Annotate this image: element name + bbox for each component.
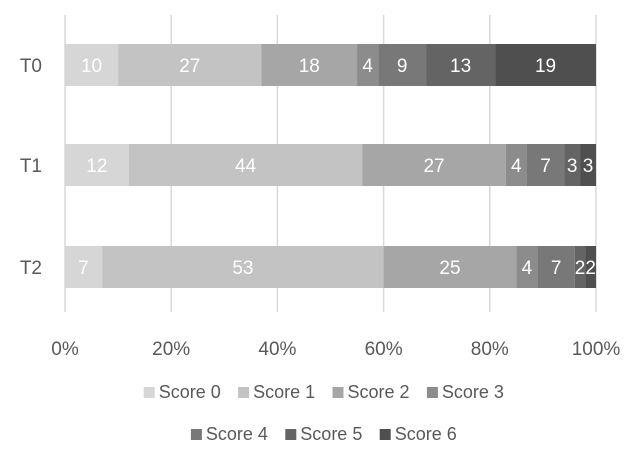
data-label: 7 bbox=[78, 258, 89, 279]
bar-segment bbox=[516, 246, 538, 288]
legend-swatch bbox=[332, 387, 344, 398]
bar-segment bbox=[261, 44, 358, 86]
data-label: 3 bbox=[583, 156, 594, 177]
bar-segment bbox=[585, 246, 596, 288]
value-axis: 0% 20% 40% 60% 80% 100% bbox=[51, 339, 620, 360]
x-tick-label: 80% bbox=[471, 339, 509, 360]
category-label: T1 bbox=[20, 156, 42, 177]
category-label: T0 bbox=[20, 56, 42, 77]
bar-segment bbox=[118, 44, 262, 86]
x-tick-label: 40% bbox=[258, 339, 296, 360]
bar-segment bbox=[357, 44, 379, 86]
data-label: 4 bbox=[362, 56, 373, 77]
data-label: 2 bbox=[585, 258, 596, 279]
data-label: 18 bbox=[299, 56, 320, 77]
legend-item: Score 3 bbox=[426, 382, 504, 402]
bar-segment bbox=[537, 246, 575, 288]
data-label: 10 bbox=[81, 56, 102, 77]
bar-segment bbox=[580, 144, 596, 186]
legend-swatch bbox=[143, 387, 155, 398]
data-label: 53 bbox=[232, 258, 253, 279]
data-label: 7 bbox=[551, 258, 562, 279]
x-tick-label: 0% bbox=[51, 339, 79, 360]
legend-item: Score 0 bbox=[143, 382, 221, 402]
data-label: 9 bbox=[397, 56, 408, 77]
data-label: 25 bbox=[439, 258, 460, 279]
bar-segment bbox=[65, 246, 103, 288]
bar-segment bbox=[495, 44, 596, 86]
data-label: 19 bbox=[535, 56, 556, 77]
data-label: 44 bbox=[235, 156, 257, 177]
legend-label: Score 3 bbox=[442, 382, 504, 402]
legend-label: Score 5 bbox=[300, 424, 362, 444]
legend-item: Score 1 bbox=[238, 382, 315, 402]
legend-swatch bbox=[190, 429, 202, 440]
x-tick-label: 20% bbox=[152, 339, 190, 360]
bar-segment bbox=[128, 144, 363, 186]
legend: Score 0 Score 1 Score 2 Score 3 Score 4 Score… bbox=[143, 382, 504, 444]
data-label: 4 bbox=[522, 258, 533, 279]
legend-swatch bbox=[238, 387, 250, 398]
legend-swatch bbox=[379, 429, 391, 440]
legend-item: Score 5 bbox=[285, 424, 362, 444]
data-label: 27 bbox=[179, 56, 200, 77]
legend-item: Score 6 bbox=[379, 424, 457, 444]
bar-segment bbox=[564, 144, 581, 186]
bar-segment bbox=[574, 246, 586, 288]
legend-label: Score 4 bbox=[206, 424, 268, 444]
legend-label: Score 2 bbox=[348, 382, 410, 402]
data-label: 7 bbox=[540, 156, 551, 177]
category-label: T2 bbox=[20, 258, 42, 279]
bar-segment bbox=[505, 144, 527, 186]
legend-label: Score 0 bbox=[159, 382, 221, 402]
data-label: 27 bbox=[423, 156, 444, 177]
legend-label: Score 1 bbox=[253, 382, 315, 402]
bar-segment bbox=[383, 246, 517, 288]
bar-segment bbox=[65, 44, 119, 86]
x-tick-label: 60% bbox=[365, 339, 403, 360]
legend-swatch bbox=[285, 429, 297, 440]
bar-segment bbox=[102, 246, 384, 288]
legend-label: Score 6 bbox=[395, 424, 457, 444]
category-axis: T0 T1 T2 bbox=[20, 56, 42, 279]
bar-segment bbox=[426, 44, 496, 86]
bar-segment bbox=[378, 44, 427, 86]
legend-item: Score 2 bbox=[332, 382, 410, 402]
data-label: 4 bbox=[511, 156, 522, 177]
bars bbox=[65, 44, 596, 288]
bar-segment bbox=[362, 144, 506, 186]
data-label: 13 bbox=[450, 56, 471, 77]
legend-swatch bbox=[426, 387, 438, 398]
data-label: 12 bbox=[86, 156, 107, 177]
data-label: 2 bbox=[575, 258, 586, 279]
legend-item: Score 4 bbox=[190, 424, 268, 444]
x-tick-label: 100% bbox=[572, 339, 621, 360]
data-label: 3 bbox=[567, 156, 578, 177]
bar-segment bbox=[526, 144, 565, 186]
bar-segment bbox=[65, 144, 129, 186]
